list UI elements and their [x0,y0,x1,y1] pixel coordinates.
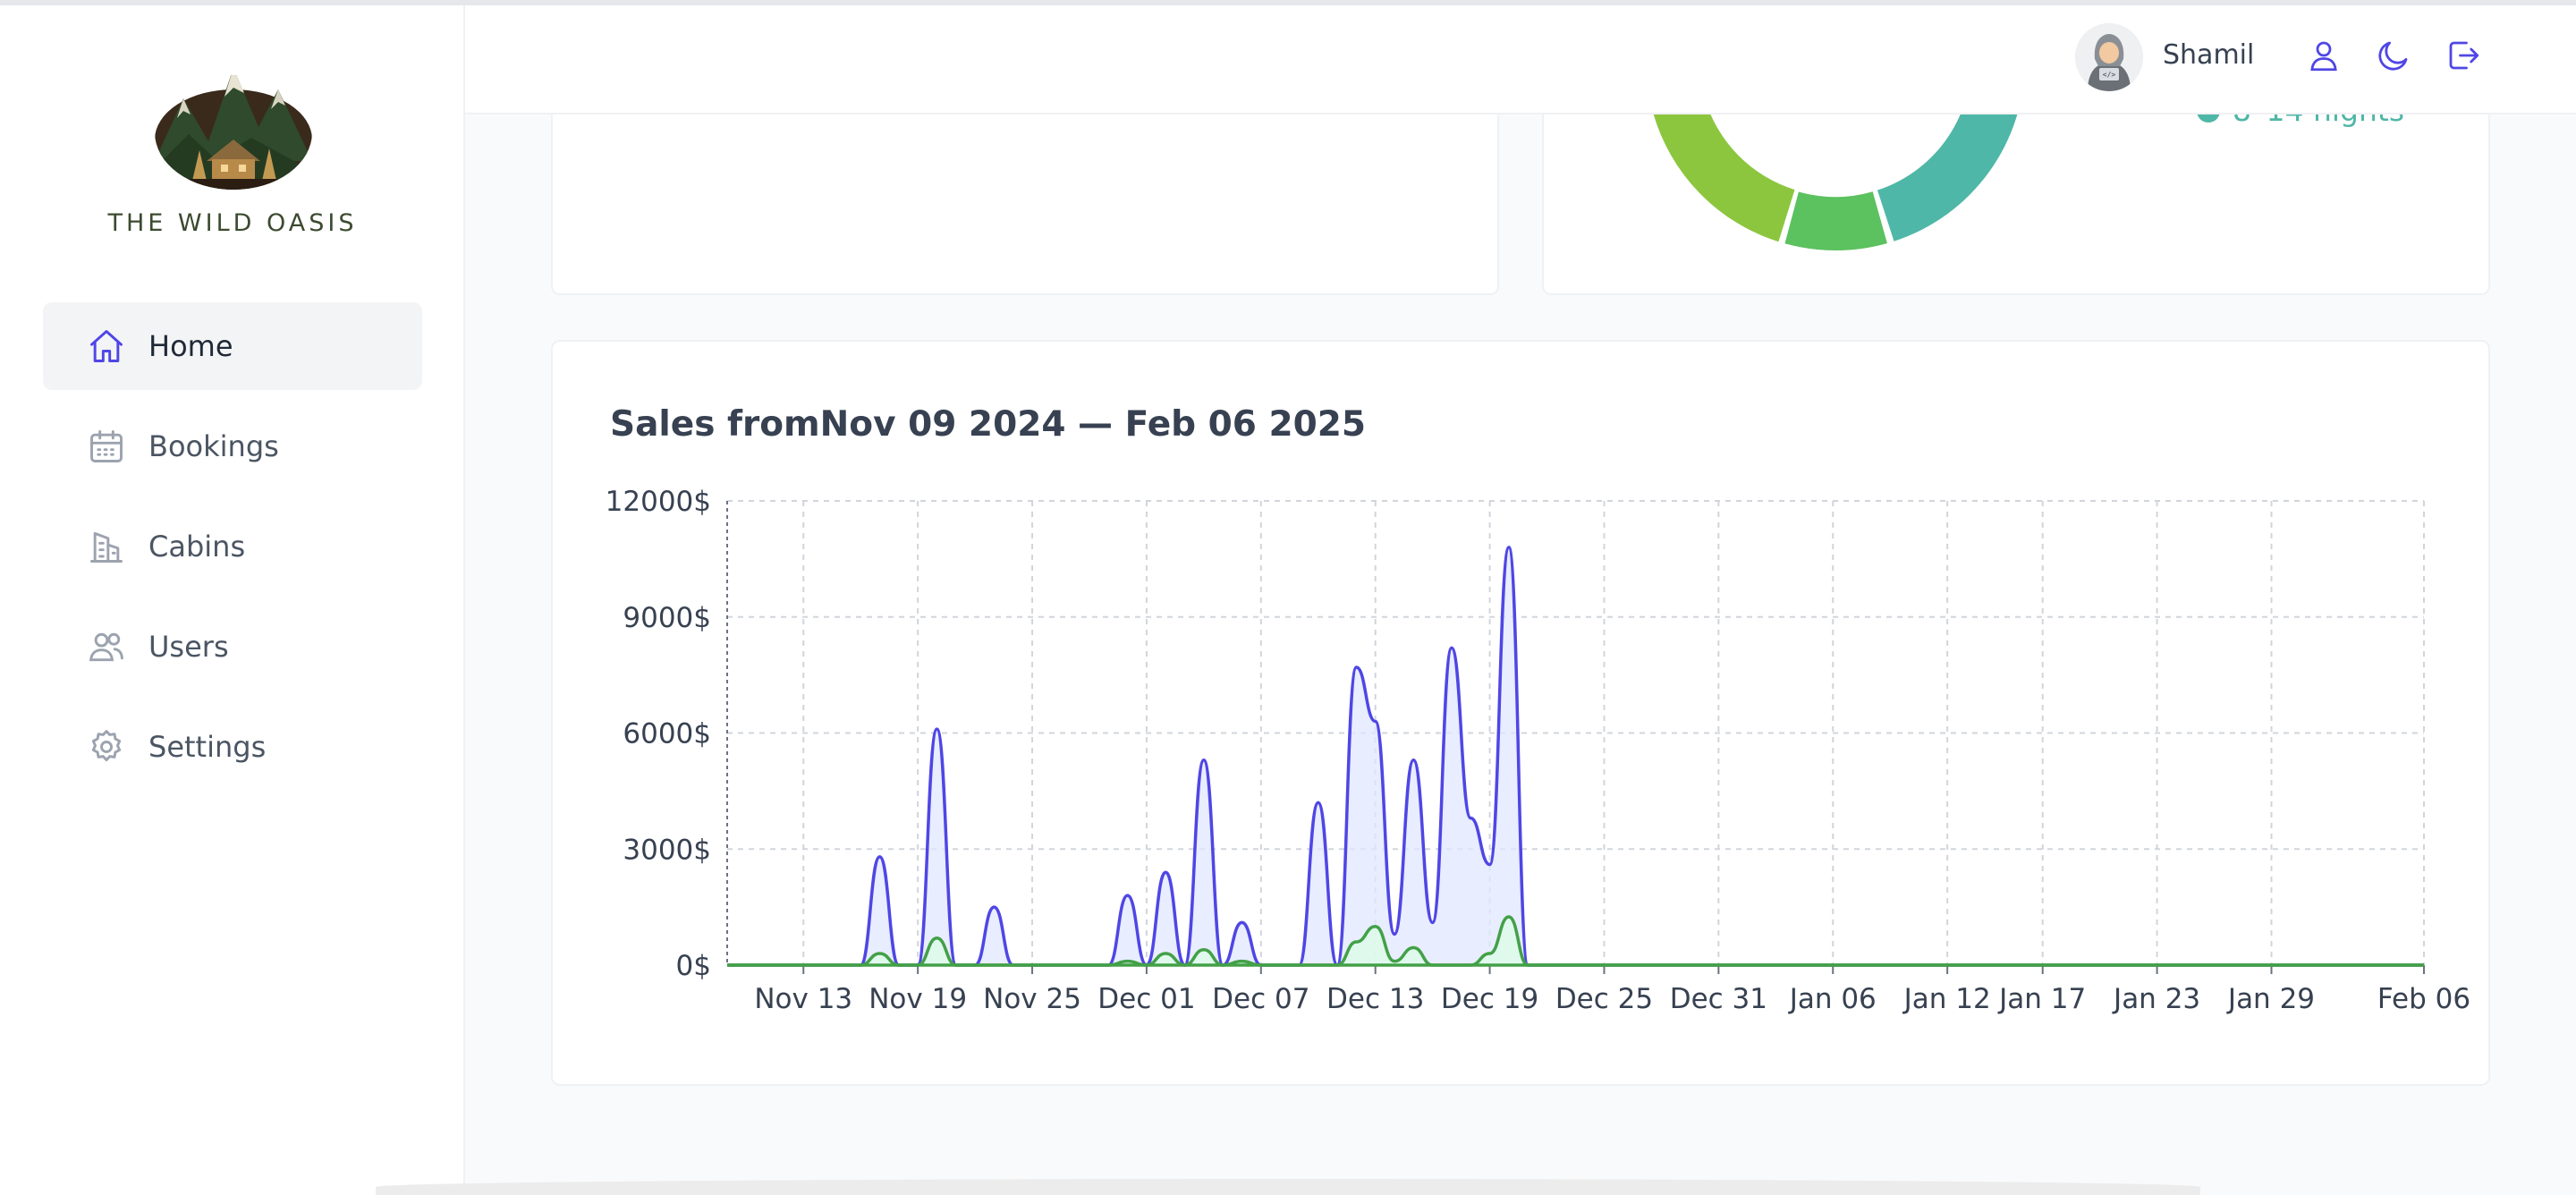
donut-chart [1653,73,2025,251]
building-icon [86,526,127,567]
sales-chart-card: Sales fromNov 09 2024 — Feb 06 2025 0$ 30… [551,340,2490,1086]
x-tick-label: Nov 19 [869,983,967,1015]
x-tick-label: Dec 13 [1326,983,1424,1015]
sidebar-item-settings[interactable]: Settings [43,703,422,791]
donut-slice [1877,73,2025,242]
moon-icon [2375,37,2412,78]
series-line-0 [726,546,2424,967]
x-tick-label: Jan 06 [1788,983,1877,1015]
x-tick-label: Nov 13 [754,983,852,1015]
series-line-1 [726,915,2424,967]
y-tick-label: 9000$ [623,602,711,634]
dark-mode-toggle[interactable] [2368,32,2419,82]
sidebar-item-home[interactable]: Home [43,302,422,390]
x-tick-label: Dec 19 [1441,983,1538,1015]
sidebar-item-bookings[interactable]: Bookings [43,403,422,490]
y-tick-label: 6000$ [623,718,711,750]
x-tick-label: Dec 01 [1097,983,1195,1015]
sidebar-item-users[interactable]: Users [43,603,422,691]
sales-chart: 0$ 3000$ 6000$ 9000$ 12000$ Nov 13 Nov 19 Nov 2… [606,486,2470,1015]
logout-icon [2445,37,2482,78]
sidebar: THE WILD OASIS Home Bookings Cabins User… [0,5,465,1195]
sidebar-item-label: Cabins [148,530,246,564]
sidebar-item-cabins[interactable]: Cabins [43,503,422,590]
x-tick-label: Dec 07 [1212,983,1309,1015]
users-icon [86,626,127,667]
bottom-shadow [376,1179,2200,1195]
account-button[interactable] [2299,32,2349,82]
sidebar-item-label: Users [148,630,229,664]
brand-name: THE WILD OASIS [107,209,358,237]
y-tick-label: 12000$ [606,486,711,518]
chart-title: Sales fromNov 09 2024 — Feb 06 2025 [610,404,1367,445]
main-nav: Home Bookings Cabins Users Settings [43,302,422,803]
sidebar-item-label: Bookings [148,429,279,463]
x-tick-label: Jan 12 [1902,983,1991,1015]
donut-slice [1653,97,1795,242]
x-tick-label: Jan 23 [2112,983,2200,1015]
x-tick-label: Jan 29 [2226,983,2315,1015]
sidebar-item-label: Home [148,329,233,363]
x-tick-label: Dec 31 [1670,983,1767,1015]
svg-text:</>: </> [2103,71,2116,79]
x-tick-label: Nov 25 [983,983,1081,1015]
y-tick-label: 0$ [676,950,711,982]
user-icon [2305,37,2343,78]
window-top-border [0,0,2576,5]
x-tick-label: Jan 17 [1997,983,2086,1015]
logo [155,75,312,190]
calendar-icon [86,426,127,467]
logout-button[interactable] [2438,32,2488,82]
donut-slice [1784,191,1887,251]
sidebar-item-label: Settings [148,730,267,764]
avatar: </> [2075,23,2143,91]
user-name: Shamil [2163,39,2255,71]
top-header: </> Shamil [465,5,2576,114]
series-area-0 [727,547,2424,965]
home-icon [86,326,127,367]
gear-icon [86,726,127,767]
x-tick-label: Dec 25 [1555,983,1653,1015]
y-tick-label: 3000$ [623,834,711,866]
x-tick-label: Feb 06 [2377,983,2470,1015]
